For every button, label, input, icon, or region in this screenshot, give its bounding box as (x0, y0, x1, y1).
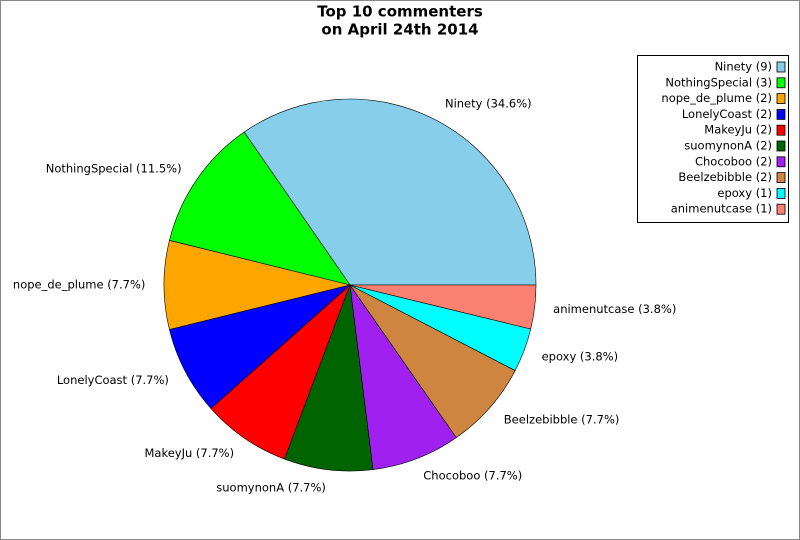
legend-label: LonelyCoast (2) (682, 107, 772, 121)
legend-box (637, 55, 789, 223)
slice-label: NothingSpecial (11.5%) (46, 161, 182, 175)
legend-swatch (776, 93, 786, 104)
pie-slice (243, 98, 537, 286)
legend-swatch (776, 140, 786, 152)
legend-label: MakeyJu (2) (704, 123, 772, 137)
chart-title: on April 24th 2014 (321, 21, 478, 39)
slice-label: animenutcase (3.8%) (553, 302, 676, 316)
legend-label: NothingSpecial (3) (665, 75, 772, 89)
legend-label: Ninety (9) (715, 60, 772, 74)
chart-title: Top 10 commenters (317, 3, 483, 21)
slice-label: MakeyJu (7.7%) (144, 446, 234, 460)
legend-swatch (776, 187, 786, 199)
legend-swatch (776, 203, 786, 215)
slice-label: nope_de_plume (7.7%) (13, 278, 145, 292)
legend-swatch (776, 156, 786, 168)
legend-swatch (776, 172, 786, 184)
legend-swatch (776, 77, 786, 89)
slice-label: LonelyCoast (7.7%) (57, 373, 169, 387)
slice-label: Chocoboo (7.7%) (423, 469, 522, 483)
slice-label: epoxy (3.8%) (542, 349, 619, 363)
slice-label: Beelzebibble (7.7%) (504, 412, 620, 426)
legend-swatch (776, 61, 786, 73)
legend-label: nope_de_plume (2) (661, 91, 772, 105)
pie-slice (169, 131, 351, 286)
legend-label: suomynonA (2) (684, 139, 772, 153)
slice-label: Ninety (34.6%) (445, 96, 532, 110)
legend-label: animenutcase (1) (671, 202, 772, 216)
legend-label: Chocoboo (2) (695, 154, 772, 168)
legend-label: Beelzebibble (2) (678, 170, 772, 184)
pie-slice (349, 284, 537, 330)
slice-label: suomynonA (7.7%) (216, 481, 326, 495)
legend-swatch (776, 124, 786, 136)
legend-swatch (776, 109, 786, 120)
legend-label: epoxy (1) (717, 186, 772, 200)
